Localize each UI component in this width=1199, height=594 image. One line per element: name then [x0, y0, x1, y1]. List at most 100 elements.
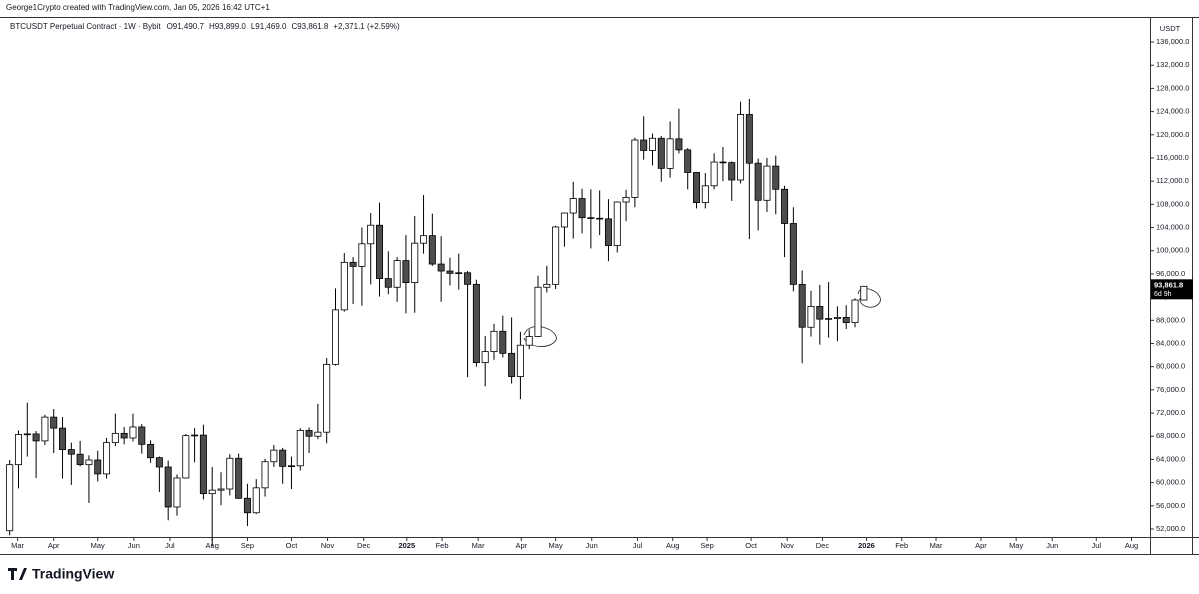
candle-body [578, 198, 586, 219]
candle-body [287, 465, 295, 468]
y-tick-label: 128,000.0 [1156, 83, 1189, 92]
x-tick-label: May [1009, 541, 1023, 550]
x-tick-label: Apr [515, 541, 527, 550]
x-tick-label: Nov [781, 541, 795, 550]
candle-body [323, 363, 331, 433]
candle-body [508, 352, 516, 377]
candle-body [182, 435, 190, 479]
candle-body [789, 223, 797, 285]
x-tick-label: Aug [1125, 541, 1138, 550]
candle-body [59, 427, 67, 450]
candle-body [552, 226, 560, 285]
candle-body [534, 286, 542, 337]
x-tick-label: May [91, 541, 105, 550]
y-tick-label: 60,000.0 [1156, 478, 1185, 487]
y-tick-label: 76,000.0 [1156, 385, 1185, 394]
y-tick-label: 68,000.0 [1156, 431, 1185, 440]
x-tick-label: Mar [930, 541, 943, 550]
y-tick-label: 52,000.0 [1156, 524, 1185, 533]
candle-body [367, 224, 375, 245]
ohlc-value: O91,490.7 [167, 22, 205, 31]
candle-body [155, 457, 163, 468]
candle-body [384, 278, 392, 288]
candle-body [199, 434, 207, 495]
x-tick-label: Jun [128, 541, 140, 550]
candle-body [235, 457, 243, 499]
x-tick-label: 2026 [858, 541, 875, 550]
candle-body [296, 430, 304, 467]
y-tick-label: 64,000.0 [1156, 454, 1185, 463]
candle-body [76, 453, 84, 466]
candle-body [816, 305, 824, 320]
x-tick-label: Jun [1046, 541, 1058, 550]
candle-body [376, 224, 384, 279]
x-tick-label: Sep [241, 541, 254, 550]
candle-body [437, 263, 445, 272]
candle-body [781, 188, 789, 224]
candle-body [622, 196, 630, 203]
candle-body [191, 434, 199, 437]
candle-body [851, 299, 859, 324]
candle-body [728, 162, 736, 181]
candle-body [111, 432, 119, 444]
x-tick-label: Oct [745, 541, 758, 550]
x-tick-label: 2025 [398, 541, 415, 550]
x-tick-label: Jul [1091, 541, 1101, 550]
candle-body [217, 488, 225, 491]
candle-body [129, 426, 137, 439]
candle-body [411, 242, 419, 284]
candle-body [393, 260, 401, 288]
candle-body [604, 218, 612, 246]
candle-body [543, 283, 551, 288]
axis-unit: USDT [1160, 24, 1181, 33]
candle-body [754, 162, 762, 201]
candle-body [279, 449, 287, 467]
ohlc-value: C93,861.8 [291, 22, 328, 31]
x-tick-label: Nov [321, 541, 335, 550]
y-tick-label: 136,000.0 [1156, 37, 1189, 46]
candle-body [693, 172, 701, 204]
candle-body [6, 464, 14, 532]
x-tick-label: Mar [472, 541, 485, 550]
y-tick-label: 124,000.0 [1156, 107, 1189, 116]
candle-body [208, 489, 216, 495]
candle-body [701, 185, 709, 204]
ohlc-value: L91,469.0 [251, 22, 287, 31]
candle-body [675, 138, 683, 151]
price-tag [1151, 279, 1193, 300]
x-tick-label: Aug [666, 541, 679, 550]
candle-body [472, 283, 480, 364]
candle-body [587, 217, 595, 219]
candle-body [860, 285, 868, 301]
x-tick-label: Dec [357, 541, 371, 550]
candle-body [745, 114, 753, 164]
logo-text: TradingView [32, 566, 114, 582]
candle-body [428, 235, 436, 265]
candle-body [798, 283, 806, 328]
logo-mark [8, 568, 27, 580]
x-tick-label: May [549, 541, 563, 550]
y-tick-label: 104,000.0 [1156, 223, 1189, 232]
candle-body [737, 114, 745, 181]
candle-body [32, 433, 40, 442]
candle-body [402, 260, 410, 284]
x-tick-label: Jul [633, 541, 643, 550]
candle-body [719, 161, 727, 164]
candle-body [164, 466, 172, 508]
candle-body [666, 138, 674, 169]
y-tick-label: 108,000.0 [1156, 199, 1189, 208]
candle-body [314, 431, 322, 437]
candle-body [331, 309, 339, 365]
y-tick-label: 120,000.0 [1156, 130, 1189, 139]
y-tick-label: 84,000.0 [1156, 338, 1185, 347]
candle-body [358, 243, 366, 267]
candle-body [499, 330, 507, 354]
candle-body [490, 330, 498, 353]
x-tick-label: Jul [165, 541, 175, 550]
y-tick-label: 96,000.0 [1156, 269, 1185, 278]
candle-body [631, 139, 639, 198]
x-tick-label: Mar [11, 541, 24, 550]
credit: George1Crypto created with TradingView.c… [6, 3, 270, 12]
candle-body [525, 336, 533, 346]
